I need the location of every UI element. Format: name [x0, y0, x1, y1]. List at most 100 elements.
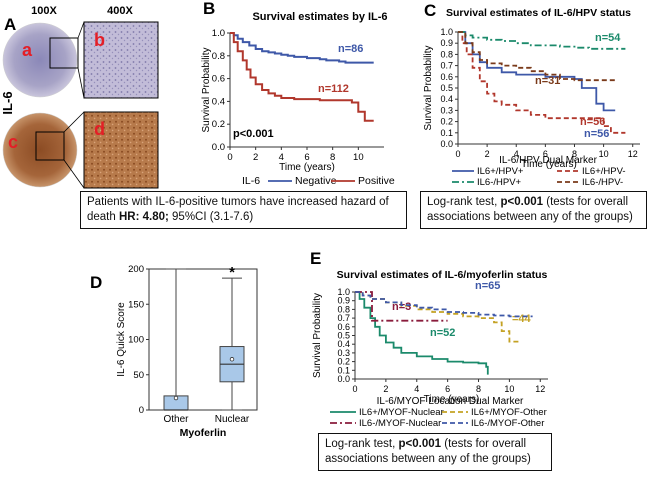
legend-entry: IL6-/MYOF-Nuclear [359, 418, 441, 429]
x-tick-label: 2 [485, 149, 490, 159]
y-tick-label: 0.2 [337, 357, 350, 367]
x-tick-label: 6 [445, 384, 450, 394]
n-label: n=52 [430, 327, 455, 339]
hpf-image-b [83, 21, 159, 99]
y-tick-label: 1.0 [212, 28, 225, 39]
chart-title: Survival estimates by IL-6 [252, 11, 387, 23]
panel-letter-b: B [203, 0, 215, 18]
y-tick-label: 0.0 [337, 374, 350, 384]
mag-400x-label: 400X [107, 5, 133, 17]
y-axis-label: Survival Probability [423, 45, 434, 130]
y-tick-label: 0.3 [337, 348, 350, 358]
x-axis-label: Myoferlin [180, 427, 227, 439]
zoom-box-c [35, 131, 65, 161]
x-axis-label: Time (years) [521, 159, 577, 170]
panel-letter-a: A [4, 15, 16, 34]
hpf-image-d [83, 111, 159, 189]
y-tick-label: 0.4 [212, 96, 225, 107]
n-label: n=112 [318, 83, 349, 95]
caption-c: Log-rank test, p<0.001 (tests for overal… [420, 191, 647, 229]
legend-entry: Negative [295, 175, 337, 187]
x-tick-label: 8 [330, 152, 335, 163]
zoom-leader [77, 21, 85, 39]
panel-e: E Survival estimates of IL-6/myoferlin s… [310, 249, 548, 429]
km-curve-il6-hpv- [458, 31, 626, 134]
x-axis-label: Time (years) [279, 162, 335, 173]
zoom-box-a [49, 37, 79, 69]
caption-e: Log-rank test, p<0.001 (tests for overal… [318, 433, 552, 471]
zoom-leader [63, 111, 85, 133]
y-tick-label: 0.3 [440, 105, 453, 115]
legend-entry: IL6+/MYOF-Nuclear [359, 407, 444, 418]
y-tick-label: 0.6 [440, 72, 453, 82]
n-label: n=3 [392, 301, 411, 313]
caption-b: Patients with IL-6-positive tumors have … [80, 191, 407, 229]
x-tick-label: 6 [543, 149, 548, 159]
x-tick-label: 0 [227, 152, 232, 163]
y-tick-label: 0.6 [337, 322, 350, 332]
sub-label-a: a [22, 40, 33, 60]
legend-entry: IL6+/MYOF-Other [471, 407, 547, 418]
x-axis-label: Time (years) [424, 394, 480, 405]
mean-marker [173, 395, 179, 401]
x-tick-label: 12 [535, 384, 545, 394]
y-axis-label: Survival Probability [201, 47, 212, 132]
x-tick-label: 10 [599, 149, 609, 159]
p-value: p<0.001 [233, 128, 274, 140]
n-label: =44 [512, 313, 532, 325]
km-curve-negative [230, 32, 374, 64]
panel-c: C Survival estimates of IL-6/HPV status 0… [423, 1, 640, 188]
legend-entry: IL6-/HPV- [582, 177, 623, 188]
y-tick-label: 0.5 [337, 331, 350, 341]
legend-title: IL-6/MYOF Location Dual Marker [377, 396, 524, 407]
caption-b-text: Patients with IL-6-positive tumors have … [87, 196, 389, 223]
y-axis-label: Survival Probability [312, 293, 323, 378]
y-tick-label: 0.9 [337, 296, 350, 306]
legend-entry: IL6-/MYOF-Other [471, 418, 544, 429]
x-category-label: Nuclear [215, 414, 250, 425]
y-tick-label: 0.0 [212, 142, 225, 153]
x-tick-label: 10 [504, 384, 514, 394]
x-category-label: Other [163, 414, 189, 425]
panel-letter-d: D [90, 273, 102, 292]
x-tick-label: 4 [279, 152, 284, 163]
x-tick-label: 2 [383, 384, 388, 394]
caption-e-p: p<0.001 [398, 438, 442, 450]
n-label: n=54 [595, 32, 621, 44]
y-tick-label: 0.1 [440, 128, 453, 138]
y-tick-label: 0.8 [212, 51, 225, 62]
x-tick-label: 6 [304, 152, 309, 163]
mean-marker [229, 357, 235, 362]
y-tick-label: 0.4 [440, 94, 453, 104]
n-label: n=86 [338, 43, 363, 55]
y-tick-label: 150 [128, 299, 144, 310]
y-tick-label: 0.2 [440, 117, 453, 127]
legend-entry: IL6-/HPV+ [477, 177, 522, 188]
x-tick-label: 10 [353, 152, 364, 163]
y-tick-label: 1.0 [440, 27, 453, 37]
y-tick-label: 0.5 [440, 83, 453, 93]
caption-b-ci: 95%CI (3.1-7.6) [168, 211, 254, 223]
y-tick-label: 0.0 [440, 139, 453, 149]
legend-entry: IL6+/HPV+ [477, 166, 524, 177]
x-tick-label: 0 [455, 149, 460, 159]
x-tick-label: 8 [572, 149, 577, 159]
km-curve-il6-hpv- [458, 31, 626, 50]
y-tick-label: 0.8 [440, 49, 453, 59]
legend-title: IL-6 [242, 175, 260, 187]
panel-d: D 0 50 100 150 200 IL-6 Quick Score Myoferlin O… [90, 264, 258, 439]
plot-frame [148, 268, 258, 411]
km-curve-il6-hpv- [458, 31, 616, 82]
x-tick-label: 4 [414, 384, 419, 394]
sub-label-b: b [94, 30, 105, 50]
x-tick-label: 4 [514, 149, 519, 159]
significance-asterisk: * [229, 264, 235, 281]
km-curve-il6-myof-other [355, 291, 533, 318]
y-tick-label: 0 [139, 405, 144, 416]
legend-entry: Positive [358, 175, 395, 187]
zoom-leader [77, 67, 85, 99]
sub-label-d: d [94, 119, 105, 139]
km-curve-positive [230, 32, 374, 122]
y-tick-label: 0.9 [440, 38, 453, 48]
y-axis-label: IL-6 Quick Score [116, 302, 127, 377]
